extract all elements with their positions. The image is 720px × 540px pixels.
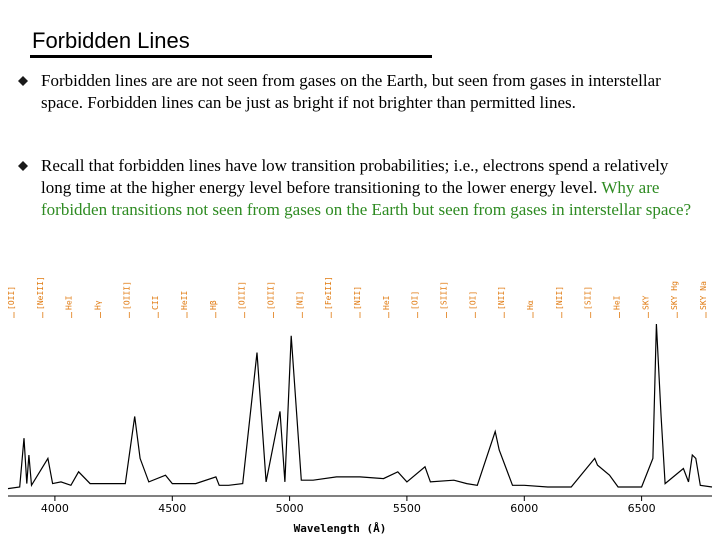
line-label: Hβ	[209, 300, 218, 310]
x-axis-label: Wavelength (Å)	[294, 522, 387, 535]
line-label: [NII]	[497, 286, 506, 310]
x-tick-label: 6000	[510, 502, 538, 515]
line-label: [OIII]	[122, 281, 131, 310]
x-tick-label: 6500	[628, 502, 656, 515]
x-tick-label: 4000	[41, 502, 69, 515]
line-label: [NI]	[295, 291, 304, 310]
line-label: [SII]	[584, 286, 593, 310]
line-label: [OIII]	[267, 281, 276, 310]
bullet-item-2: Recall that forbidden lines have low tra…	[18, 155, 698, 221]
spectrum-line	[7, 323, 713, 490]
bullet-text-1: Forbidden lines are are not seen from ga…	[41, 71, 661, 112]
line-label: [SIII]	[440, 281, 449, 310]
highlight-question: Why are forbidden transitions not seen f…	[41, 178, 692, 219]
diamond-bullet-icon	[18, 76, 28, 86]
slide-title: Forbidden Lines	[32, 28, 190, 53]
line-label: HeI	[382, 295, 391, 310]
bullet-text-2: Recall that forbidden lines have low tra…	[41, 156, 692, 219]
diamond-bullet-icon	[18, 161, 28, 171]
line-label: [OI]	[468, 291, 477, 310]
line-label: SKY Na	[699, 281, 708, 310]
line-label: HeI	[65, 295, 74, 310]
line-label: Hα	[526, 300, 535, 310]
line-label: Hγ	[94, 300, 103, 310]
line-label: SKY	[641, 295, 650, 310]
line-label: [OIII]	[238, 281, 247, 310]
line-label: [OII]	[7, 286, 16, 310]
line-label: HeI	[613, 295, 622, 310]
line-label: [OI]	[411, 291, 420, 310]
x-tick-label: 5000	[276, 502, 304, 515]
spectrum-chart: [OII] [NeIII] HeI Hγ [OIII] CII HeII Hβ [OIII] [O…	[7, 276, 713, 535]
line-label: [NeIII]	[36, 276, 45, 310]
line-label: [FeIII]	[324, 276, 333, 310]
x-tick-label: 4500	[158, 502, 186, 515]
line-label: [NII]	[555, 286, 564, 310]
line-label: HeII	[180, 291, 189, 310]
line-label: [NII]	[353, 286, 362, 310]
line-label: CII	[151, 295, 160, 310]
line-label: SKY Hg	[670, 281, 679, 310]
bullet-item-1: Forbidden lines are are not seen from ga…	[18, 70, 698, 114]
title-underline	[30, 55, 432, 58]
x-tick-label: 5500	[393, 502, 421, 515]
